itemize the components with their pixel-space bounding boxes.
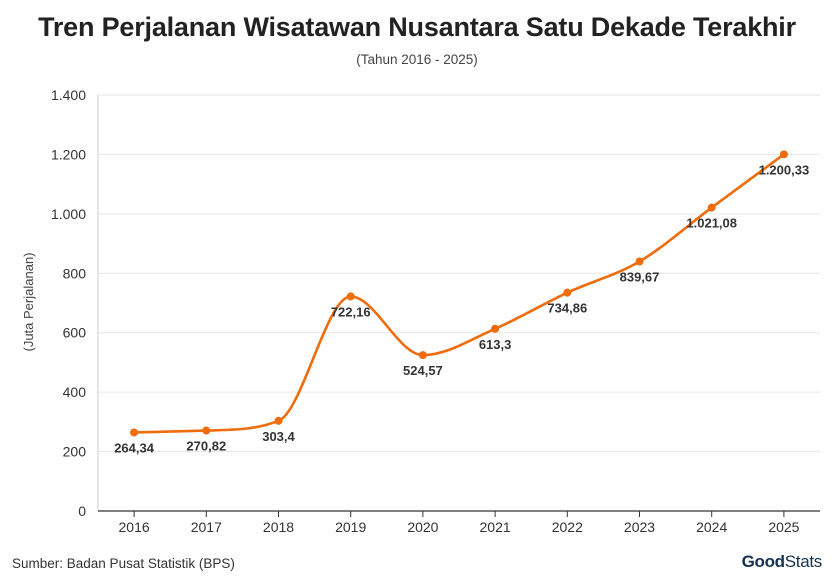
data-labels: 264,34 270,82 303,4 722,16 524,57 613,3 734,86…	[114, 162, 809, 455]
data-label-2024: 1.021,08	[686, 216, 737, 231]
y-tick-label: 1.200	[51, 146, 86, 162]
chart-title: Tren Perjalanan Wisatawan Nusantara Satu…	[38, 12, 796, 42]
x-tick-label: 2018	[263, 519, 294, 535]
x-tick-labels: 2016 2017 2018 2019 2020 2021 2022 2023 2024 2025	[119, 511, 800, 535]
data-label-2017: 270,82	[186, 439, 226, 454]
data-point-2023[interactable]	[635, 257, 644, 266]
data-label-2023: 839,67	[620, 269, 660, 284]
data-label-2025: 1.200,33	[759, 162, 810, 177]
data-points	[130, 150, 788, 437]
data-point-2021[interactable]	[491, 324, 500, 333]
y-tick-labels: 0 200 400 600 800 1.000 1.200 1.400	[51, 87, 86, 519]
logo-text-stats: Stats	[784, 552, 823, 571]
x-tick-label: 2024	[696, 519, 727, 535]
data-label-2016: 264,34	[114, 440, 155, 455]
x-tick-label: 2022	[552, 519, 583, 535]
data-label-2020: 524,57	[403, 363, 443, 378]
x-tick-label: 2025	[768, 519, 799, 535]
goodstats-logo[interactable]: GoodStats	[741, 552, 823, 572]
data-label-2022: 734,86	[547, 301, 587, 316]
x-tick-label: 2020	[407, 519, 438, 535]
x-tick-label: 2023	[624, 519, 655, 535]
y-tick-label: 800	[63, 265, 87, 281]
y-tick-label: 400	[63, 384, 87, 400]
data-label-2021: 613,3	[479, 337, 512, 352]
chart-subtitle: (Tahun 2016 - 2025)	[356, 52, 478, 67]
y-tick-label: 1.000	[51, 206, 86, 222]
y-tick-label: 1.400	[51, 87, 86, 103]
data-label-2018: 303,4	[262, 429, 295, 444]
x-tick-label: 2017	[191, 519, 222, 535]
source-note: Sumber: Badan Pusat Statistik (BPS)	[12, 556, 235, 571]
data-point-2017[interactable]	[202, 426, 211, 435]
y-tick-label: 600	[63, 325, 87, 341]
x-tick-label: 2019	[335, 519, 366, 535]
logo-text-good: Good	[741, 552, 785, 571]
x-tick-label: 2016	[119, 519, 150, 535]
x-tick-label: 2021	[480, 519, 511, 535]
data-point-2020[interactable]	[418, 351, 427, 360]
y-tick-label: 0	[78, 503, 86, 519]
data-point-2025[interactable]	[779, 150, 788, 159]
data-point-2018[interactable]	[274, 416, 283, 425]
y-tick-label: 200	[63, 444, 87, 460]
data-point-2019[interactable]	[346, 292, 355, 301]
series-line	[134, 153, 785, 434]
y-axis-label: (Juta Perjalanan)	[21, 253, 36, 352]
data-point-2016[interactable]	[130, 428, 139, 437]
data-label-2019: 722,16	[331, 304, 371, 319]
data-point-2022[interactable]	[563, 288, 572, 297]
data-point-2024[interactable]	[707, 203, 716, 212]
grid-lines	[98, 94, 820, 453]
